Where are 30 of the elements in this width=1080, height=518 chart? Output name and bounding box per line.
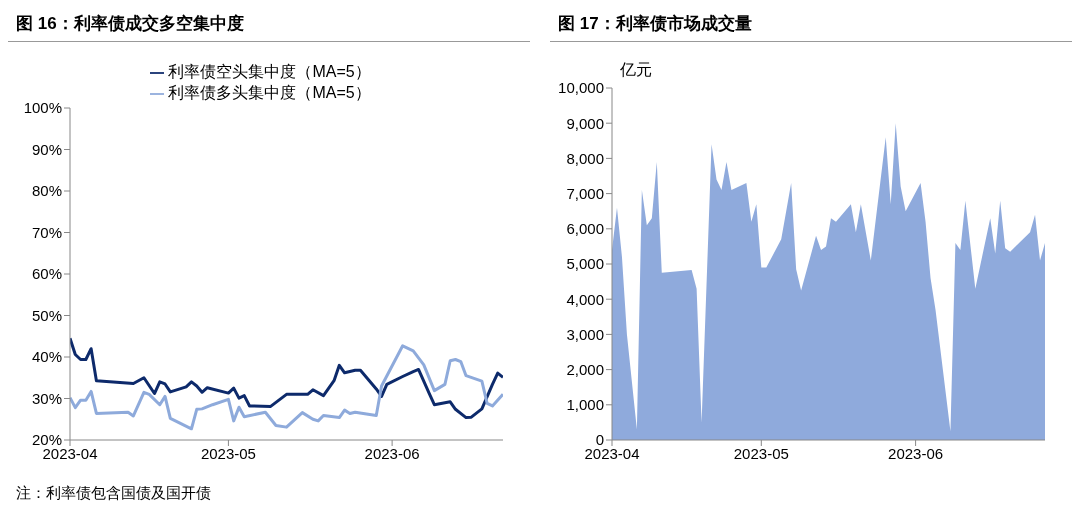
chart-title: 图 16：利率债成交多空集中度 bbox=[8, 8, 530, 42]
y-tick-label: 3,000 bbox=[566, 325, 604, 343]
line-series bbox=[70, 344, 503, 431]
y-tick-label: 90% bbox=[31, 140, 62, 158]
y-axis-title: 亿元 bbox=[620, 60, 652, 80]
y-tick-label: 8,000 bbox=[566, 149, 604, 167]
y-tick-label: 80% bbox=[31, 182, 62, 200]
y-tick-label: 10,000 bbox=[558, 79, 604, 97]
y-tick-label: 50% bbox=[31, 306, 62, 324]
y-tick-label: 30% bbox=[31, 389, 62, 407]
text: 注：利率债包含国债及国开债 bbox=[15, 484, 212, 503]
y-tick-label: 2,000 bbox=[566, 360, 604, 378]
y-tick-label: 1,000 bbox=[566, 396, 604, 414]
y-tick-label: 60% bbox=[31, 265, 62, 283]
x-tick-label: 2023-05 bbox=[733, 444, 789, 462]
y-tick-label: 6,000 bbox=[566, 220, 604, 238]
y-tick-label: 4,000 bbox=[566, 290, 604, 308]
legend-label: 利率债多头集中度（MA=5） bbox=[168, 84, 371, 101]
chart-title: 图 17：利率债市场成交量 bbox=[550, 8, 1072, 42]
x-tick-label: 2023-06 bbox=[364, 444, 420, 462]
y-tick-label: 9,000 bbox=[566, 114, 604, 132]
y-tick-label: 5,000 bbox=[566, 255, 604, 273]
x-tick-label: 2023-05 bbox=[200, 444, 256, 462]
legend-label: 利率债空头集中度（MA=5） bbox=[168, 63, 371, 80]
line-series bbox=[70, 336, 503, 420]
y-tick-label: 100% bbox=[23, 99, 62, 117]
y-tick-label: 70% bbox=[31, 223, 62, 241]
x-tick-label: 2023-06 bbox=[888, 444, 944, 462]
y-tick-label: 7,000 bbox=[566, 184, 604, 202]
y-tick-label: 40% bbox=[31, 348, 62, 366]
